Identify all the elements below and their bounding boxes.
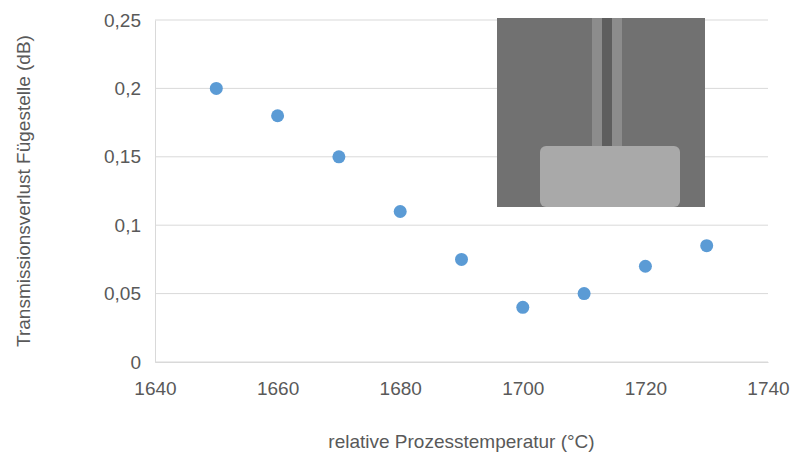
- y-tick: 0,2: [115, 78, 155, 99]
- x-tick: 1740: [747, 362, 789, 399]
- x-tick: 1660: [257, 362, 299, 399]
- y-tick-label: 0,05: [104, 283, 141, 304]
- x-tick-label: 1740: [747, 378, 789, 399]
- inset-image: [497, 18, 705, 207]
- y-axis-line: [155, 21, 156, 363]
- y-tick-label: 0,15: [104, 146, 141, 167]
- y-tick: 0,05: [104, 283, 155, 304]
- x-tick-label: 1640: [134, 378, 176, 399]
- x-tick-label: 1660: [257, 378, 299, 399]
- x-tick-label: 1700: [502, 378, 544, 399]
- x-tick: 1680: [380, 362, 422, 399]
- y-tick-label: 0,2: [115, 78, 141, 99]
- x-axis-title: relative Prozesstemperatur (°C): [328, 431, 594, 452]
- inset-fiber: [592, 18, 622, 146]
- point: [332, 150, 345, 163]
- grid-line: [155, 293, 768, 294]
- x-tick: 1720: [625, 362, 667, 399]
- y-axis-title: Transmissionsverlust Fügestelle (dB): [13, 35, 34, 347]
- y-tick: 0,25: [104, 10, 155, 31]
- x-axis: 1640 1660 1680 1700 1720 1740: [134, 362, 789, 399]
- y-tick: 0,15: [104, 146, 155, 167]
- inset-holder: [540, 146, 680, 207]
- point: [700, 239, 713, 252]
- x-tick-label: 1720: [625, 378, 667, 399]
- point: [639, 260, 652, 273]
- point: [210, 82, 223, 95]
- y-tick: 0: [130, 352, 155, 373]
- y-axis: 0 0,05 0,1 0,15 0,2 0,25: [104, 10, 155, 373]
- point: [271, 109, 284, 122]
- y-tick-label: 0: [130, 352, 141, 373]
- x-axis-line: [156, 362, 769, 363]
- y-tick-label: 0,1: [115, 215, 141, 236]
- y-tick-label: 0,25: [104, 10, 141, 31]
- grid-line: [155, 225, 768, 226]
- x-tick-label: 1680: [380, 378, 422, 399]
- chart: 16401660168017001720174000,050,10,150,20…: [0, 0, 798, 464]
- x-tick: 1700: [502, 362, 544, 399]
- inset-fiber-core: [602, 18, 612, 146]
- points: [210, 82, 713, 314]
- point: [516, 301, 529, 314]
- y-tick: 0,1: [115, 215, 155, 236]
- inset-background: [497, 18, 705, 207]
- point: [455, 253, 468, 266]
- grid-line: [155, 362, 768, 363]
- point: [394, 205, 407, 218]
- point: [578, 287, 591, 300]
